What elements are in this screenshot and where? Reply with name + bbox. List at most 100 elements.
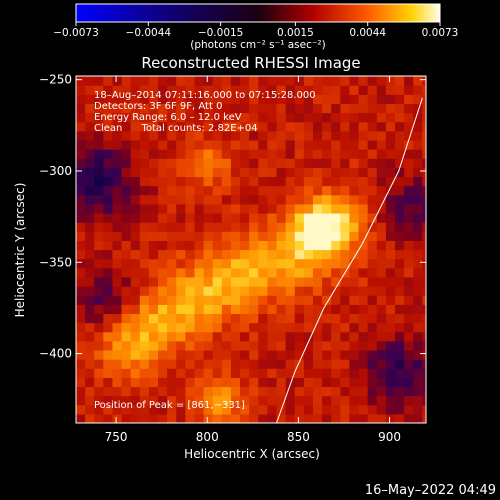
heatmap-cell [176, 258, 186, 269]
heatmap-cell [312, 340, 323, 351]
heatmap-cell [331, 331, 341, 342]
heatmap-cell [130, 240, 141, 251]
heatmap-cell [176, 240, 186, 251]
heatmap-cell [312, 368, 323, 378]
heatmap-cell [367, 340, 378, 351]
heatmap-cell [358, 267, 369, 278]
heatmap-cell [185, 276, 196, 287]
heatmap-cell [294, 149, 305, 159]
heatmap-cell [294, 386, 305, 397]
heatmap-cell [276, 295, 287, 305]
solar-limb-curve [276, 97, 423, 423]
heatmap-cell [413, 112, 423, 123]
heatmap-cell [212, 203, 223, 214]
heatmap-cell [322, 167, 332, 178]
heatmap-cell [395, 368, 405, 378]
heatmap-cell [130, 377, 141, 388]
heatmap-cell [376, 395, 387, 406]
heatmap-cell [385, 359, 396, 369]
heatmap-cell [103, 295, 114, 305]
heatmap-cell [130, 368, 141, 378]
heatmap-cell [376, 267, 387, 278]
heatmap-cell [85, 203, 95, 214]
heatmap-cell [422, 76, 426, 86]
heatmap-cell [303, 176, 314, 187]
heatmap-cell [303, 139, 314, 150]
heatmap-cell [349, 286, 360, 296]
heatmap-cell [312, 149, 323, 159]
heatmap-cell [148, 368, 159, 378]
heatmap-cell [340, 386, 351, 397]
heatmap-cell [212, 377, 223, 388]
heatmap-cell [413, 386, 423, 397]
heatmap-cell [167, 258, 177, 269]
y-tick-label: −400 [39, 347, 72, 361]
heatmap-cell [258, 304, 269, 315]
heatmap-cell [176, 94, 186, 104]
heatmap-cell [103, 349, 114, 360]
heatmap-cell [422, 158, 426, 168]
heatmap-cell [112, 212, 123, 223]
heatmap-cell [130, 139, 141, 150]
heatmap-cell [185, 286, 196, 296]
heatmap-cell [312, 94, 323, 104]
heatmap-cell [185, 377, 196, 388]
heatmap-cell [312, 203, 323, 214]
heatmap-cell [413, 313, 423, 324]
heatmap-cell [103, 194, 114, 205]
heatmap-cell [322, 139, 332, 150]
heatmap-cell [230, 167, 241, 178]
heatmap-cell [340, 130, 351, 141]
heatmap-cell [367, 139, 378, 150]
heatmap-cell [294, 112, 305, 123]
heatmap-cell [76, 386, 86, 397]
heatmap-cell [358, 295, 369, 305]
heatmap-cell [294, 377, 305, 388]
heatmap-cell [203, 94, 214, 104]
heatmap-cell [385, 331, 396, 342]
heatmap-cell [349, 276, 360, 287]
heatmap-cell [276, 313, 287, 324]
heatmap-cell [176, 194, 186, 205]
heatmap-cell [404, 231, 414, 241]
heatmap-cell [212, 103, 223, 114]
x-axis-label: Heliocentric X (arcsec) [184, 447, 320, 461]
heatmap-cell [312, 377, 323, 388]
heatmap-cell [194, 413, 205, 423]
heatmap-cell [185, 404, 196, 415]
heatmap-cell [94, 295, 104, 305]
heatmap-cell [139, 94, 150, 104]
colorbar-tick-label: 0.0044 [349, 27, 386, 39]
heatmap-cell [303, 103, 314, 114]
heatmap-cell [103, 258, 114, 269]
heatmap-cell [103, 139, 114, 150]
heatmap-cell [422, 212, 426, 223]
heatmap-cell [376, 167, 387, 178]
heatmap-cell [294, 103, 305, 114]
heatmap-cell [130, 331, 141, 342]
heatmap-cell [276, 203, 287, 214]
heatmap-cell [158, 240, 168, 251]
colorbar-unit-label: (photons cm⁻² s⁻¹ asec⁻²) [190, 39, 325, 51]
heatmap-cell [422, 368, 426, 378]
heatmap-cell [112, 185, 123, 196]
heatmap-cell [130, 395, 141, 406]
heatmap-cell [395, 103, 405, 114]
heatmap-cell [130, 76, 141, 86]
heatmap-cell [167, 331, 177, 342]
heatmap-cell [395, 85, 405, 95]
heatmap-cell [404, 185, 414, 196]
heatmap-cell [385, 377, 396, 388]
heatmap-cell [167, 313, 177, 324]
heatmap-cell [267, 112, 278, 123]
heatmap-cell [203, 112, 214, 123]
heatmap-cell [221, 413, 232, 423]
heatmap-cell [404, 139, 414, 150]
heatmap-cell [385, 212, 396, 223]
heatmap-cell [112, 386, 123, 397]
heatmap-cell [376, 222, 387, 232]
heatmap-cell [158, 331, 168, 342]
heatmap-cell [294, 295, 305, 305]
heatmap-cell [367, 158, 378, 168]
heatmap-cell [303, 94, 314, 104]
